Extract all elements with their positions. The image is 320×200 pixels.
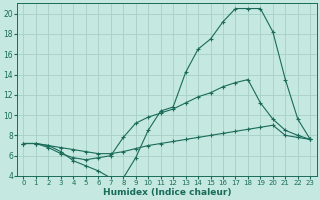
X-axis label: Humidex (Indice chaleur): Humidex (Indice chaleur) xyxy=(103,188,231,197)
